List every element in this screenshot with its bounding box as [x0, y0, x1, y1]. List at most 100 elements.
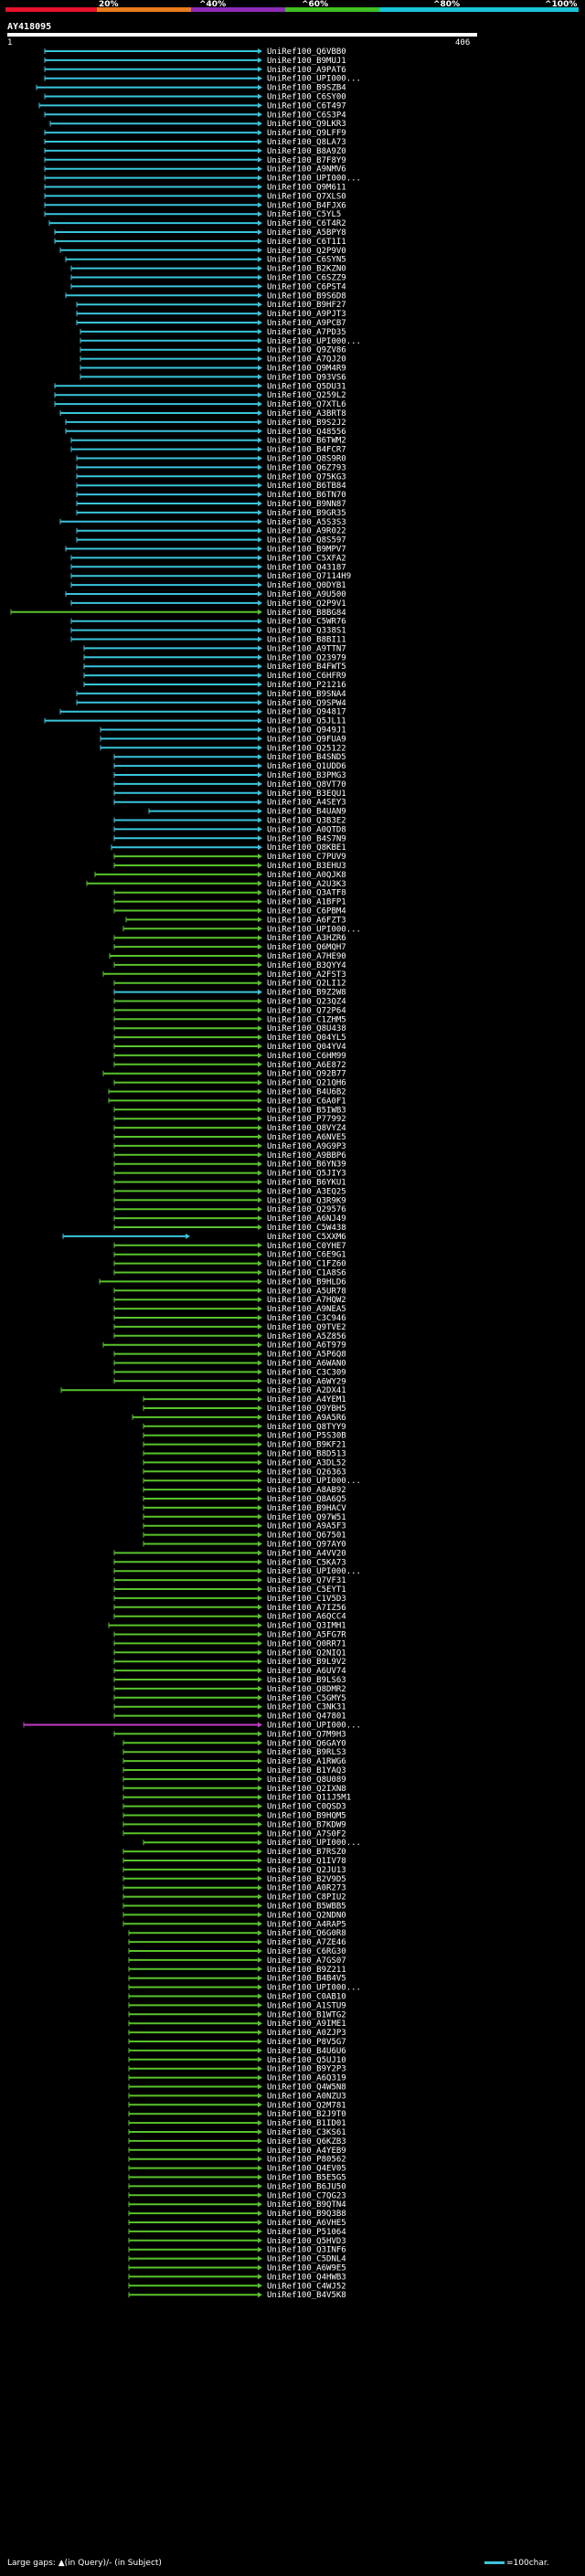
hit-label[interactable]: UniRef100_A8AB92 [267, 1486, 346, 1495]
hit-row[interactable]: UniRef100_A1STU9 [128, 2001, 346, 2010]
hit-label[interactable]: UniRef100_C5DNL4 [267, 2255, 346, 2264]
hit-row[interactable]: UniRef100_Q8TYY9 [143, 1423, 346, 1432]
hit-row[interactable]: UniRef100_Q9LKR3 [49, 120, 346, 129]
hit-row[interactable]: UniRef100_B9S2J2 [65, 419, 346, 428]
hit-row[interactable]: UniRef100_A6UV74 [113, 1667, 346, 1676]
hit-label[interactable]: UniRef100_Q72P64 [267, 1006, 346, 1015]
hit-row[interactable]: UniRef100_B6YN39 [113, 1161, 346, 1170]
hit-label[interactable]: UniRef100_A6NJ49 [267, 1214, 346, 1224]
hit-label[interactable]: UniRef100_Q43187 [267, 563, 346, 572]
hit-row[interactable]: UniRef100_C8PIU2 [122, 1893, 346, 1903]
hit-label[interactable]: UniRef100_Q0DYB1 [267, 581, 346, 590]
hit-row[interactable]: UniRef100_B1ID01 [128, 2119, 346, 2128]
hit-label[interactable]: UniRef100_C1ZHM5 [267, 1015, 346, 1024]
hit-row[interactable]: UniRef100_B9Y2P3 [128, 2065, 346, 2074]
hit-row[interactable]: UniRef100_B3QYY4 [113, 961, 346, 970]
hit-label[interactable]: UniRef100_B1YAQ3 [267, 1766, 346, 1776]
hit-row[interactable]: UniRef100_C3C946 [113, 1314, 346, 1323]
hit-label[interactable]: UniRef100_B8BI11 [267, 636, 346, 645]
hit-row[interactable]: UniRef100_Q7XTL6 [54, 400, 346, 409]
hit-row[interactable]: UniRef100_B9S6D8 [65, 292, 346, 301]
hit-label[interactable]: UniRef100_B9Y2P3 [267, 2065, 346, 2074]
hit-label[interactable]: UniRef100_B8BG84 [267, 609, 346, 618]
hit-label[interactable]: UniRef100_A1BFP1 [267, 898, 346, 907]
hit-row[interactable]: UniRef100_A7ZE46 [128, 1938, 346, 1947]
hit-label[interactable]: UniRef100_A5P6Q8 [267, 1351, 346, 1360]
hit-label[interactable]: UniRef100_A2FST3 [267, 970, 346, 980]
hit-label[interactable]: UniRef100_A5UR78 [267, 1287, 346, 1296]
hit-row[interactable]: UniRef100_Q9M611 [44, 184, 346, 193]
hit-row[interactable]: UniRef100_C0AB10 [128, 1993, 346, 2002]
hit-label[interactable]: UniRef100_A6FZT3 [267, 916, 346, 925]
hit-label[interactable]: UniRef100_A0NZU3 [267, 2092, 346, 2101]
hit-row[interactable]: UniRef100_C0YHE7 [113, 1242, 346, 1251]
hit-row[interactable]: UniRef100_B7RSZ0 [122, 1848, 346, 1857]
hit-row[interactable]: UniRef100_C1A8S6 [113, 1269, 346, 1278]
hit-label[interactable]: UniRef100_Q6GAY0 [267, 1739, 346, 1748]
hit-row[interactable]: UniRef100_Q11J5M1 [122, 1794, 351, 1803]
hit-row[interactable]: UniRef100_Q9TVE2 [113, 1323, 346, 1332]
hit-label[interactable]: UniRef100_Q8DMR2 [267, 1685, 346, 1694]
hit-row[interactable]: UniRef100_Q8U089 [122, 1776, 346, 1785]
hit-label[interactable]: UniRef100_B9NN87 [267, 500, 346, 509]
hit-row[interactable]: UniRef100_A7GS07 [128, 1956, 346, 1966]
hit-label[interactable]: UniRef100_Q2NIQ1 [267, 1648, 346, 1658]
hit-label[interactable]: UniRef100_B9LS63 [267, 1676, 346, 1685]
hit-label[interactable]: UniRef100_P8V5G7 [267, 2038, 346, 2047]
hit-label[interactable]: UniRef100_B9RLS3 [267, 1748, 346, 1757]
hit-row[interactable]: UniRef100_B6TN70 [76, 491, 346, 500]
hit-row[interactable]: UniRef100_A9A5F3 [143, 1522, 346, 1532]
hit-row[interactable]: UniRef100_Q43187 [70, 563, 346, 572]
hit-row[interactable]: UniRef100_UPI000... [44, 175, 361, 184]
hit-label[interactable]: UniRef100_A7IZ56 [267, 1604, 346, 1613]
hit-row[interactable]: UniRef100_C7QG23 [128, 2191, 346, 2200]
hit-row[interactable]: UniRef100_B2KZN0 [70, 265, 346, 274]
hit-label[interactable]: UniRef100_C6A0F1 [267, 1097, 346, 1106]
hit-label[interactable]: UniRef100_A4RAP5 [267, 1920, 346, 1929]
hit-row[interactable]: UniRef100_B4U6B2 [108, 1088, 346, 1097]
hit-label[interactable]: UniRef100_C6T1I1 [267, 238, 346, 247]
hit-row[interactable]: UniRef100_P51064 [128, 2228, 346, 2237]
hit-label[interactable]: UniRef100_A6WY29 [267, 1377, 346, 1386]
hit-row[interactable]: UniRef100_A5UR78 [113, 1287, 346, 1296]
hit-row[interactable]: UniRef100_B9KF21 [143, 1441, 346, 1450]
hit-row[interactable]: UniRef100_A6W9E5 [128, 2264, 346, 2274]
hit-label[interactable]: UniRef100_Q5DU31 [267, 382, 346, 391]
hit-row[interactable]: UniRef100_A6T979 [102, 1341, 346, 1351]
hit-row[interactable]: UniRef100_Q67501 [143, 1532, 346, 1541]
hit-label[interactable]: UniRef100_C3NK31 [267, 1703, 346, 1712]
hit-row[interactable]: UniRef100_Q8S9R0 [76, 455, 346, 464]
hit-label[interactable]: UniRef100_B9Q3B8 [267, 2210, 346, 2219]
hit-label[interactable]: UniRef100_Q4W5N8 [267, 2083, 346, 2093]
hit-row[interactable]: UniRef100_C1FZ60 [113, 1260, 346, 1269]
hit-label[interactable]: UniRef100_Q8S597 [267, 536, 346, 546]
hit-row[interactable]: UniRef100_B8BI11 [70, 636, 346, 645]
hit-row[interactable]: UniRef100_A9A5R6 [132, 1414, 346, 1423]
hit-row[interactable]: UniRef100_C6RG30 [128, 1947, 346, 1956]
hit-row[interactable]: UniRef100_Q5DU31 [54, 382, 346, 391]
hit-label[interactable]: UniRef100_Q9SPW4 [267, 699, 346, 708]
hit-row[interactable]: UniRef100_Q2LI12 [113, 980, 346, 989]
hit-label[interactable]: UniRef100_A0ZJP3 [267, 2029, 346, 2038]
hit-row[interactable]: UniRef100_C6T1I1 [54, 238, 346, 247]
hit-row[interactable]: UniRef100_Q8U438 [113, 1024, 346, 1034]
hit-row[interactable]: UniRef100_A9TTN7 [83, 644, 346, 653]
hit-label[interactable]: UniRef100_A5BPY8 [267, 228, 346, 238]
hit-label[interactable]: UniRef100_C0QSD3 [267, 1803, 346, 1812]
hit-label[interactable]: UniRef100_B4SND5 [267, 753, 346, 762]
hit-label[interactable]: UniRef100_B3QYY4 [267, 961, 346, 970]
hit-row[interactable]: UniRef100_UPI000... [80, 337, 361, 346]
hit-label[interactable]: UniRef100_UPI000... [267, 1839, 361, 1848]
hit-label[interactable]: UniRef100_C6HM99 [267, 1052, 346, 1061]
hit-row[interactable]: UniRef100_A5S3S3 [59, 518, 346, 527]
hit-label[interactable]: UniRef100_B6TN70 [267, 491, 346, 500]
hit-label[interactable]: UniRef100_B6JU50 [267, 2182, 346, 2191]
hit-row[interactable]: UniRef100_P5S30B [143, 1432, 346, 1441]
hit-label[interactable]: UniRef100_Q2JU13 [267, 1866, 346, 1875]
hit-label[interactable]: UniRef100_Q9FUA9 [267, 735, 346, 744]
hit-label[interactable]: UniRef100_B8D513 [267, 1450, 346, 1459]
hit-row[interactable]: UniRef100_Q25122 [100, 744, 346, 753]
hit-label[interactable]: UniRef100_Q8VT70 [267, 780, 346, 790]
hit-label[interactable]: UniRef100_Q25122 [267, 744, 346, 753]
hit-label[interactable]: UniRef100_Q3IMH1 [267, 1622, 346, 1631]
